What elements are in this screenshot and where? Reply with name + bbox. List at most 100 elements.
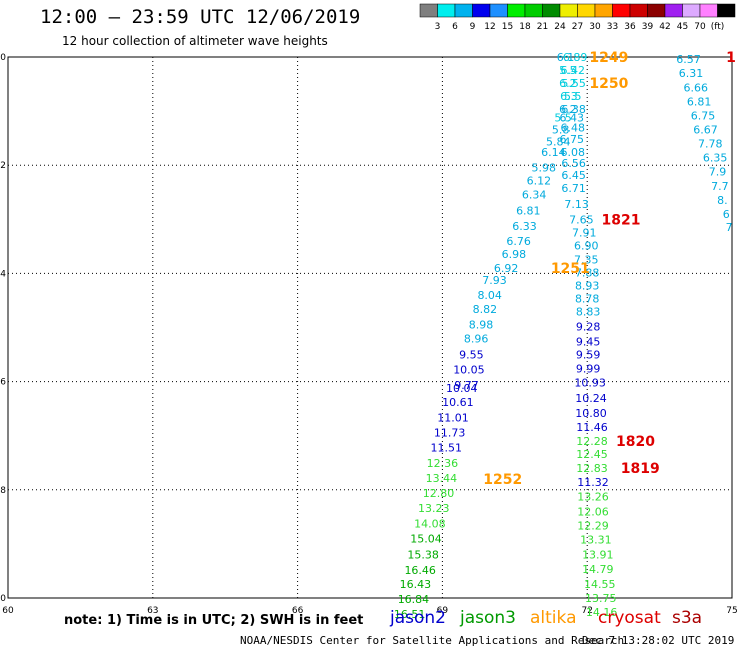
legend-s3a: s3a	[672, 608, 703, 628]
colorbar-label: 36	[624, 22, 636, 32]
wave-height-label: 6.42	[560, 64, 585, 77]
wave-height-label: 6.31	[679, 67, 704, 80]
wave-height-label: 9.77	[454, 379, 479, 392]
colorbar-swatch	[717, 3, 736, 18]
wave-height-label: 6.89	[563, 51, 588, 64]
wave-height-label: 11.51	[431, 442, 463, 455]
wave-height-label: 8.	[717, 194, 728, 207]
time-label: 1249	[589, 50, 628, 66]
wave-height-label: 7.93	[482, 274, 507, 287]
wave-height-label: 7.13	[564, 198, 589, 211]
wave-height-label: 8.82	[473, 303, 498, 316]
wave-height-label: 16.51	[394, 608, 426, 620]
time-label: 1819	[621, 461, 660, 477]
wave-height-label: 6.43	[560, 112, 585, 125]
colorbar-label: 30	[589, 22, 601, 32]
wave-height-label: 8.83	[576, 305, 601, 318]
wave-height-label: 13.31	[580, 534, 612, 547]
wave-height-label: 5.84	[546, 135, 571, 148]
colorbar-label: 15	[502, 22, 513, 32]
colorbar-label: 12	[484, 22, 495, 32]
x-tick-label: 63	[147, 606, 158, 616]
time-label: 1	[726, 50, 736, 66]
wave-height-label: 9.28	[576, 320, 601, 333]
colorbar-label: 3	[435, 22, 441, 32]
wave-height-label: 7.65	[569, 213, 594, 226]
wave-height-label: 6.2	[559, 103, 577, 116]
y-tick-label: -36	[0, 378, 6, 388]
wave-height-label: 6.34	[522, 188, 547, 201]
x-tick-label: 72	[581, 606, 592, 616]
wave-height-label: 7.9	[709, 166, 727, 179]
colorbar-label: 45	[677, 22, 688, 32]
wave-height-label: 7.7	[711, 180, 729, 193]
wave-height-label: 14.16	[586, 606, 618, 619]
wave-height-label: 12.80	[423, 487, 455, 500]
wave-height-label: 6.08	[560, 146, 585, 159]
x-tick-label: 69	[437, 606, 449, 616]
wave-height-label: 10.93	[574, 377, 606, 390]
wave-height-label: 6.67	[693, 123, 718, 136]
wave-height-label: 5.5	[559, 64, 577, 77]
x-tick-label: 75	[726, 606, 737, 616]
wave-height-label: 15.04	[410, 532, 442, 545]
colorbar-label: 70	[694, 22, 706, 32]
wave-height-label: 6.57	[676, 53, 701, 66]
wave-height-label: 16.46	[404, 564, 436, 577]
wave-height-label: 11.73	[434, 426, 466, 439]
legend-altika: altika	[530, 608, 577, 628]
y-tick-label: -34	[0, 269, 6, 279]
wave-height-label: 6.81	[687, 95, 712, 108]
wave-height-label: 13.44	[426, 472, 458, 485]
wave-height-label: 6.12	[527, 174, 552, 187]
wave-height-label: 7.88	[575, 266, 600, 279]
time-label: 1251	[551, 261, 590, 277]
wave-height-label: 8.93	[575, 279, 600, 292]
colorbar: 3 6 9 12 15 18 21 24 27 30 33 36 39 42 45 70 (ft)	[419, 3, 736, 32]
colorbar-label: (ft)	[711, 22, 725, 32]
wave-height-label: 9.99	[576, 363, 601, 376]
x-tick-label: 60	[2, 606, 14, 616]
wave-height-label: 6	[723, 208, 730, 221]
wave-height-label: 6.98	[502, 248, 527, 261]
wave-height-label: 6.90	[574, 239, 599, 252]
wave-height-label: 6.38	[561, 103, 586, 116]
wave-height-label: 8.98	[469, 318, 494, 331]
colorbar-label: 24	[554, 22, 566, 32]
wave-height-label: 12.36	[427, 457, 459, 470]
wave-height-label: 11.46	[576, 421, 608, 434]
wave-height-label: 12.28	[576, 435, 608, 448]
wave-height-label: 10.24	[575, 392, 607, 405]
wave-height-label: 16.43	[400, 578, 432, 591]
colorbar-label: 42	[659, 22, 670, 32]
wave-height-label: 13.26	[577, 490, 609, 503]
wave-height-label: 5.8	[552, 123, 570, 136]
wave-height-label: 5.98	[532, 161, 557, 174]
wave-height-label: 6.48	[560, 121, 585, 134]
wave-height-label: 7.35	[574, 253, 599, 266]
legend-jason2: jason2	[390, 608, 446, 628]
wave-height-label: 5.5	[564, 90, 582, 103]
y-tick-label: -30	[0, 53, 6, 63]
colorbar-label: 21	[537, 22, 548, 32]
wave-height-label: 5.5	[554, 112, 572, 125]
wave-height-label: 13.91	[582, 549, 614, 562]
time-label: 1821	[602, 212, 641, 228]
colorbar-label: 18	[519, 22, 531, 32]
wave-height-label: 6.45	[561, 169, 586, 182]
wave-height-label: 16.84	[398, 593, 430, 606]
wave-height-label: 8.78	[575, 292, 600, 305]
page-title: 12:00 — 23:59 UTC 12/06/2019	[40, 6, 361, 28]
page-subtitle: 12 hour collection of altimeter wave hei…	[62, 34, 328, 48]
wave-height-label: 6.66	[684, 81, 709, 94]
time-label: 1820	[616, 434, 655, 450]
timestamp: Dec 7 13:28:02 UTC 2019	[582, 634, 735, 647]
wave-height-label: 7.91	[572, 226, 597, 239]
colorbar-label: 27	[572, 22, 583, 32]
colorbar-label: 9	[470, 22, 476, 32]
wave-height-label: 10.05	[453, 364, 485, 377]
colorbar-label: 6	[452, 22, 458, 32]
wave-height-label: 6.35	[703, 152, 728, 165]
wave-height-label: 12.83	[576, 462, 608, 475]
